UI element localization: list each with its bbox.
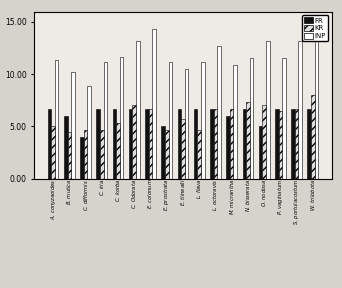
Bar — [246, 102, 250, 179]
Bar — [100, 130, 104, 179]
Bar — [185, 69, 188, 179]
Bar — [181, 119, 185, 179]
Bar — [217, 46, 221, 179]
Bar — [51, 126, 55, 179]
Bar — [295, 109, 299, 179]
Bar — [169, 62, 172, 179]
Bar — [197, 130, 201, 179]
Bar — [214, 109, 217, 179]
Bar — [279, 111, 282, 179]
Bar — [315, 29, 318, 179]
Bar — [145, 109, 149, 179]
Bar — [230, 109, 234, 179]
Bar — [104, 62, 107, 179]
Bar — [84, 130, 87, 179]
Bar — [194, 109, 197, 179]
Bar — [282, 58, 286, 179]
Bar — [250, 58, 253, 179]
Bar — [152, 29, 156, 179]
Bar — [307, 109, 311, 179]
Bar — [161, 126, 165, 179]
Bar — [259, 126, 262, 179]
Bar — [210, 109, 214, 179]
Bar — [275, 109, 279, 179]
Bar — [266, 41, 269, 179]
Bar — [80, 137, 84, 179]
Bar — [120, 57, 123, 179]
Bar — [201, 62, 205, 179]
Bar — [64, 116, 67, 179]
Bar — [129, 109, 132, 179]
Legend: FR, KR, INP: FR, KR, INP — [302, 15, 328, 41]
Bar — [132, 105, 136, 179]
Bar — [87, 86, 91, 179]
Bar — [71, 72, 75, 179]
Bar — [177, 109, 181, 179]
Bar — [55, 60, 58, 179]
Bar — [234, 65, 237, 179]
Bar — [149, 109, 152, 179]
Bar — [242, 109, 246, 179]
Bar — [291, 109, 295, 179]
Bar — [226, 116, 230, 179]
Bar — [262, 105, 266, 179]
Bar — [67, 132, 71, 179]
Bar — [311, 95, 315, 179]
Bar — [116, 123, 120, 179]
Bar — [136, 41, 140, 179]
Bar — [48, 109, 51, 179]
Bar — [113, 109, 116, 179]
Bar — [165, 130, 169, 179]
Bar — [299, 41, 302, 179]
Bar — [96, 109, 100, 179]
